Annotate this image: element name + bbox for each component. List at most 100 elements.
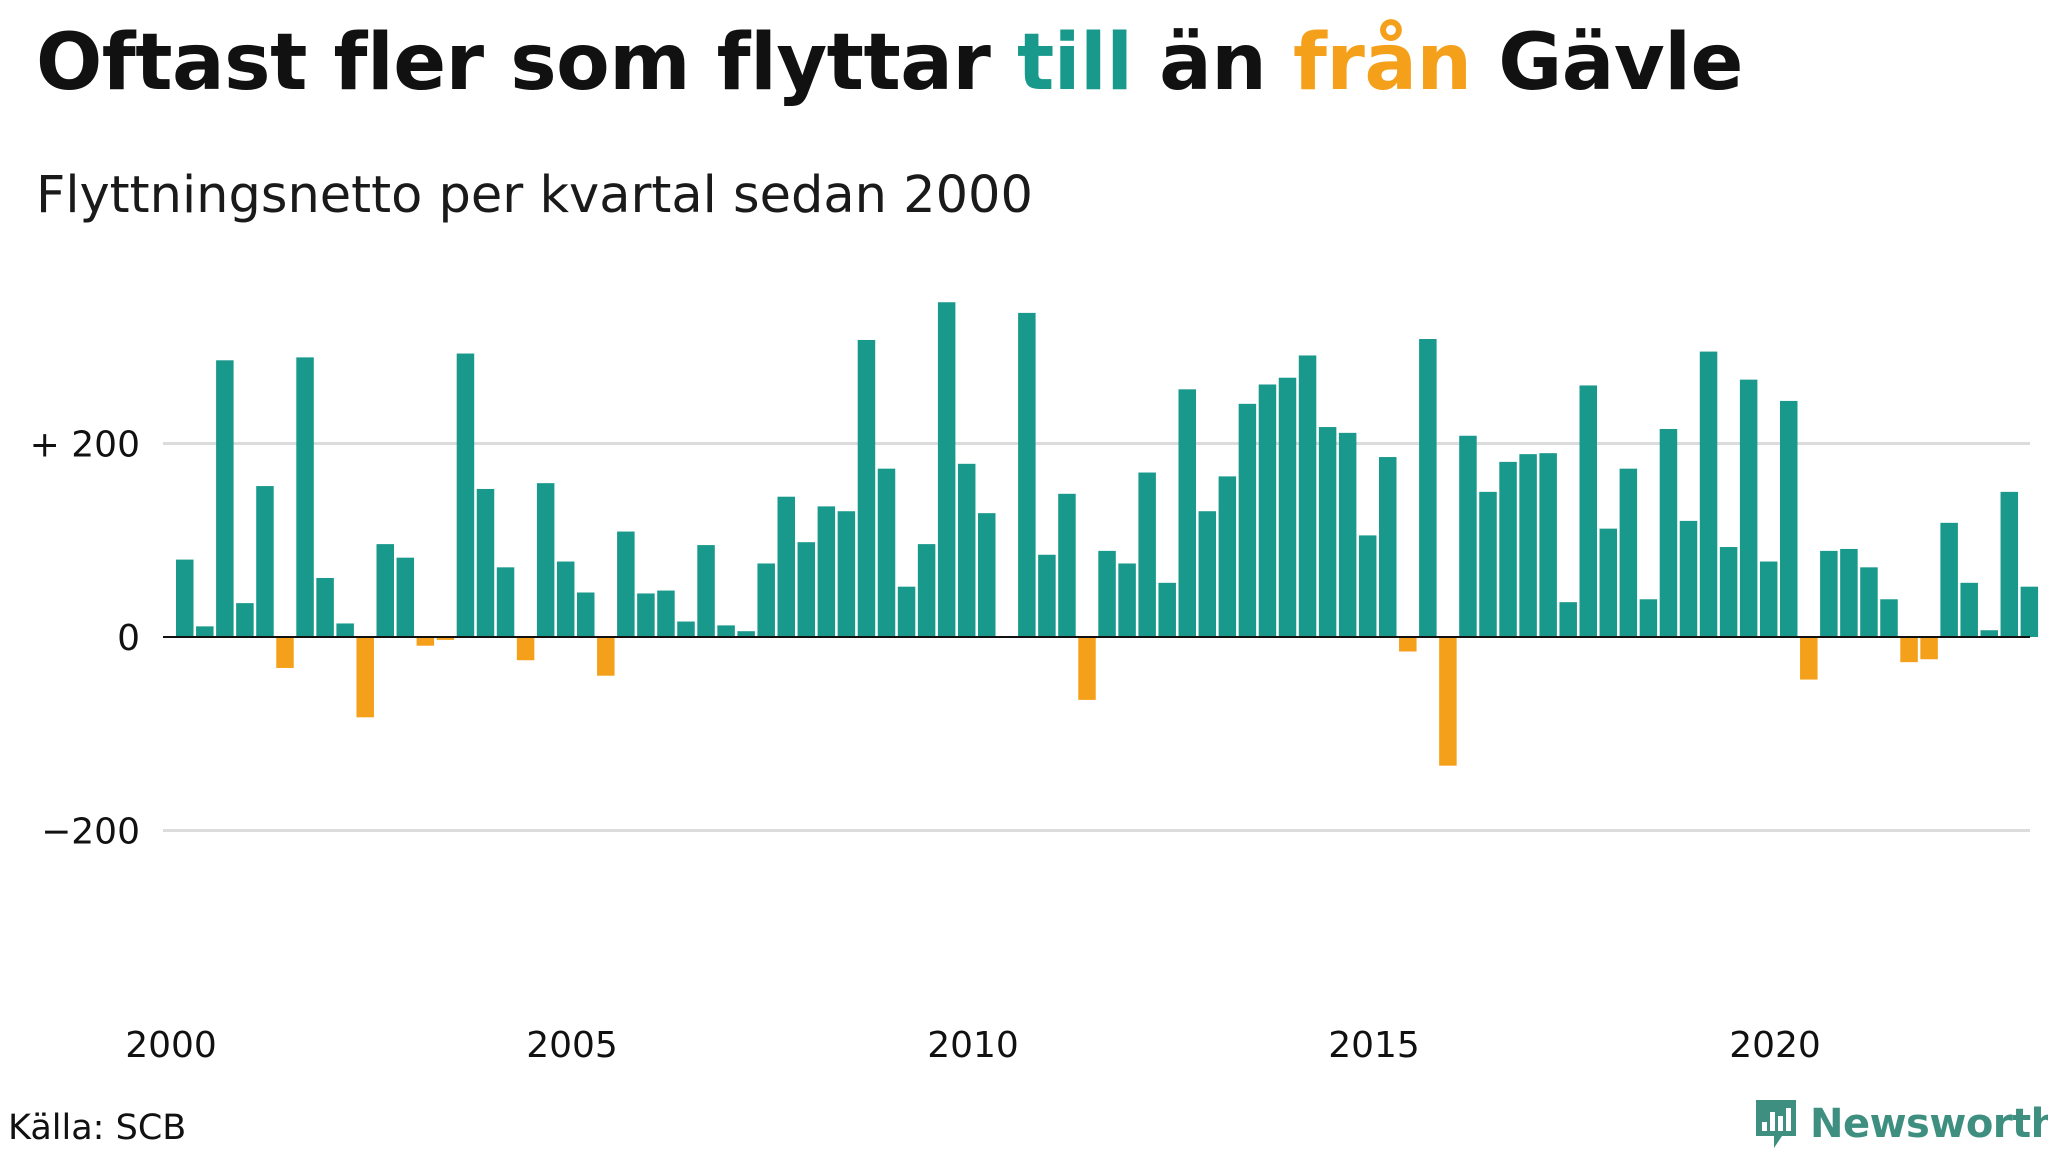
bar xyxy=(1198,511,1217,637)
title-part-3: Gävle xyxy=(1471,18,1743,108)
bar xyxy=(496,567,515,637)
bar xyxy=(516,637,535,661)
bar xyxy=(1699,351,1718,637)
bar xyxy=(797,542,816,637)
x-tick-label: 2000 xyxy=(125,1025,217,1066)
bar xyxy=(556,561,575,637)
bar xyxy=(757,563,775,637)
bar xyxy=(897,586,916,637)
bar xyxy=(1218,476,1237,637)
bar xyxy=(196,626,214,637)
bar xyxy=(336,623,354,637)
bar xyxy=(1619,468,1638,637)
bar xyxy=(1759,561,1778,637)
bar xyxy=(356,637,374,718)
chart-bars xyxy=(176,302,2039,766)
bar xyxy=(617,531,635,637)
bar xyxy=(1539,453,1557,637)
bar xyxy=(1579,385,1597,637)
bar xyxy=(296,357,314,637)
bar xyxy=(1399,637,1417,652)
title-highlight-fran: från xyxy=(1293,18,1472,108)
y-tick-label: 0 xyxy=(117,618,140,659)
bar xyxy=(396,557,415,637)
bar xyxy=(857,339,876,637)
bar xyxy=(1278,377,1297,637)
y-tick-label: + 200 xyxy=(30,425,140,466)
bar xyxy=(817,506,836,637)
bar xyxy=(376,544,394,637)
bar xyxy=(1860,567,1878,637)
bar xyxy=(978,513,996,637)
bar xyxy=(1780,400,1798,637)
bar xyxy=(637,593,655,637)
bar xyxy=(1920,637,1938,660)
bar xyxy=(657,590,675,637)
bar xyxy=(1459,435,1477,637)
bar xyxy=(176,559,194,637)
bar xyxy=(597,637,615,676)
bar xyxy=(1940,522,1958,637)
bar xyxy=(236,603,254,637)
bar xyxy=(1499,461,1517,637)
chart-subtitle: Flyttningsnetto per kvartal sedan 2000 xyxy=(36,166,1033,225)
bar xyxy=(1840,548,1858,637)
bar xyxy=(1318,427,1337,637)
bar xyxy=(837,511,856,637)
bar xyxy=(777,496,795,637)
bar xyxy=(1559,602,1577,637)
bar xyxy=(697,545,715,637)
y-axis-labels: + 200 0 −200 xyxy=(30,425,140,853)
source-note: Källa: SCB xyxy=(8,1108,187,1148)
bar xyxy=(957,463,976,637)
bar xyxy=(1118,563,1136,637)
bar xyxy=(1519,454,1537,637)
x-tick-label: 2005 xyxy=(526,1025,618,1066)
bar xyxy=(256,486,274,637)
bar xyxy=(1258,384,1277,637)
x-tick-label: 2010 xyxy=(927,1025,1019,1066)
bar xyxy=(1058,493,1076,637)
bar xyxy=(1379,457,1397,637)
bar xyxy=(1599,528,1618,637)
chart-title: Oftast fler som flyttar till än från Gäv… xyxy=(36,18,1743,108)
bar xyxy=(917,544,936,637)
bar xyxy=(1800,637,1818,680)
bar xyxy=(1298,355,1317,637)
bar xyxy=(737,631,755,637)
bar xyxy=(1419,339,1437,637)
bar xyxy=(1880,599,1898,637)
bar xyxy=(536,483,555,637)
bar xyxy=(456,353,475,637)
bar xyxy=(1439,637,1457,766)
x-axis-labels: 2000 2005 2010 2015 2020 xyxy=(125,1025,1821,1066)
y-tick-label: −200 xyxy=(41,812,140,853)
bar xyxy=(1038,554,1056,637)
bar xyxy=(316,577,334,637)
bar xyxy=(1960,582,1978,637)
bar xyxy=(1679,520,1698,637)
bar xyxy=(1018,312,1036,637)
bar xyxy=(1138,472,1156,637)
bar xyxy=(1479,491,1497,637)
title-highlight-till: till xyxy=(1017,18,1133,108)
bar xyxy=(1078,637,1096,700)
bar xyxy=(1980,630,1998,637)
bar xyxy=(677,621,695,637)
bar xyxy=(1358,535,1377,637)
x-tick-label: 2020 xyxy=(1729,1025,1821,1066)
bar xyxy=(937,302,956,637)
bar xyxy=(1659,428,1678,637)
newsworthy-logo-icon xyxy=(1756,1100,1796,1148)
bar xyxy=(1098,550,1116,637)
bar xyxy=(476,488,495,637)
title-part-1: Oftast fler som flyttar xyxy=(36,18,1018,108)
bar xyxy=(1338,432,1357,637)
x-tick-label: 2015 xyxy=(1328,1025,1420,1066)
bar xyxy=(276,637,294,668)
bar xyxy=(1719,547,1738,637)
bar xyxy=(1158,582,1176,637)
bar xyxy=(577,592,595,637)
bar xyxy=(1739,379,1758,637)
